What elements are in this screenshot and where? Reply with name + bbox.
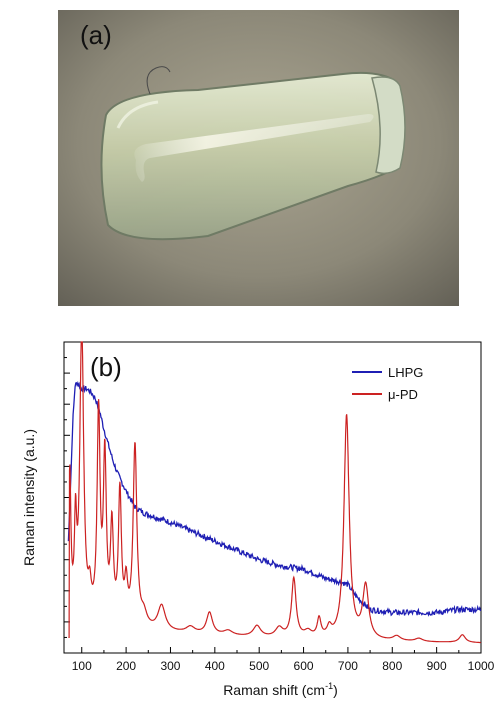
legend-label: LHPG [388,365,423,380]
x-ticks: 100 200 300 400 500 600 700 800 900 1000 [72,647,494,673]
x-axis-label-main: Raman shift (cm [223,682,325,698]
x-axis-label-superscript: -1 [325,681,333,691]
photo-panel-label: (a) [80,20,112,50]
chart-panel-label: (b) [90,352,122,382]
y-axis-label: Raman intensity (a.u.) [21,429,37,566]
plot-frame [63,341,482,654]
x-tick-label: 400 [205,659,225,673]
series-line-mu-pd [68,341,481,644]
chart-panel: 100 200 300 400 500 600 700 800 900 1000 Raman in… [0,330,494,706]
legend-label: μ-PD [388,387,418,402]
series-layer [67,341,482,644]
x-tick-label: 900 [427,659,447,673]
raman-chart: 100 200 300 400 500 600 700 800 900 1000 Raman in… [21,341,494,698]
crystal-end-face [371,76,406,175]
x-tick-label: 100 [72,659,92,673]
x-tick-label: 800 [382,659,402,673]
photo-panel: (a) [58,10,459,306]
crystal-highlight [134,114,374,182]
x-tick-label: 300 [160,659,180,673]
x-axis-label-suffix: ) [333,682,338,698]
x-tick-label: 200 [116,659,136,673]
crystal-reflection [116,100,159,129]
x-tick-label: 600 [294,659,314,673]
chart-legend: LHPG μ-PD [352,365,423,402]
crystal-photo [58,10,459,306]
x-tick-label: 500 [249,659,269,673]
y-ticks [64,341,70,654]
x-axis-label: Raman shift (cm-1) [223,681,338,698]
x-tick-label: 700 [338,659,358,673]
x-tick-label: 1000 [468,659,494,673]
fiber-strand [146,66,171,95]
